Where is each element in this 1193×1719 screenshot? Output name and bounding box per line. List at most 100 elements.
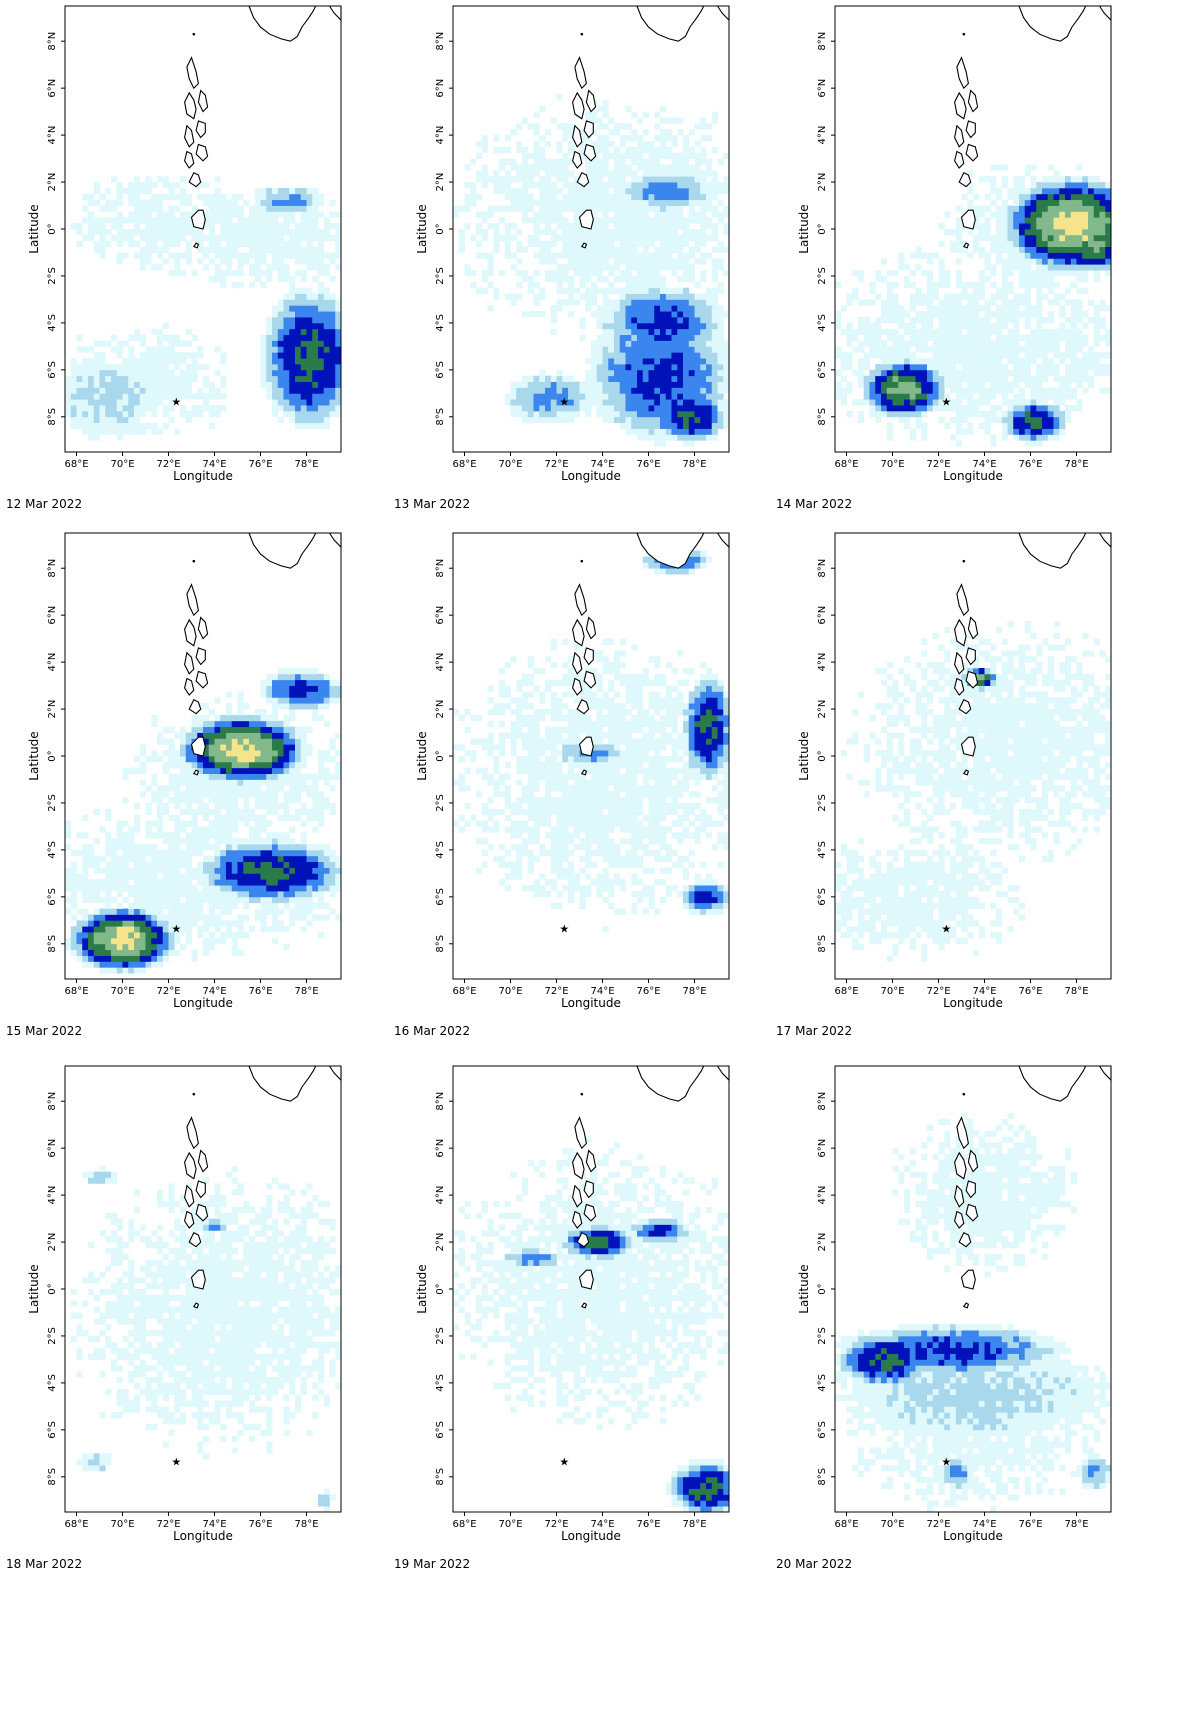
y-tick-label: 4°N	[435, 126, 446, 145]
heatmap-cell	[527, 416, 534, 424]
heatmap-cell	[191, 358, 198, 365]
heatmap-cell	[82, 814, 89, 821]
heatmap-cell	[226, 855, 233, 863]
heatmap-cell	[556, 140, 563, 148]
heatmap-cell	[226, 832, 233, 839]
heatmap-cell	[978, 234, 985, 242]
heatmap-cell	[875, 352, 882, 359]
heatmap-cell	[1093, 217, 1100, 224]
heatmap-cell	[162, 943, 169, 951]
heatmap-cell	[65, 879, 72, 886]
heatmap-cell	[504, 246, 511, 253]
heatmap-cell	[625, 293, 632, 300]
heatmap-cell	[1030, 211, 1037, 218]
heatmap-cell	[116, 955, 123, 962]
heatmap-cell	[1019, 410, 1026, 418]
heatmap-cell	[323, 410, 330, 418]
heatmap-cell	[539, 217, 546, 224]
heatmap-cell	[654, 193, 661, 201]
heatmap-cell	[220, 879, 227, 886]
heatmap-cell	[660, 352, 667, 359]
heatmap-cell	[295, 187, 302, 195]
heatmap-cell	[835, 281, 842, 289]
heatmap-cell	[840, 399, 847, 406]
heatmap-cell	[637, 135, 644, 142]
heatmap-cell	[266, 358, 273, 365]
heatmap-cell	[203, 767, 210, 775]
heatmap-cell	[619, 363, 626, 371]
heatmap-cell	[955, 229, 962, 236]
heatmap-cell	[944, 293, 951, 300]
heatmap-cell	[191, 785, 198, 792]
heatmap-cell	[591, 193, 598, 201]
heatmap-cell	[886, 405, 893, 412]
heatmap-cell	[220, 802, 227, 810]
heatmap-cell	[335, 358, 342, 365]
heatmap-cell	[306, 322, 313, 330]
heatmap-cell	[157, 252, 164, 259]
heatmap-cell	[711, 416, 718, 424]
heatmap-cell	[220, 217, 227, 224]
heatmap-cell	[99, 914, 106, 921]
heatmap-cell	[915, 328, 922, 336]
heatmap-cell	[1088, 234, 1095, 242]
heatmap-cell	[1047, 346, 1054, 353]
heatmap-cell	[585, 229, 592, 236]
heatmap-cell	[898, 387, 905, 394]
heatmap-cell	[596, 322, 603, 330]
heatmap-cell	[1001, 299, 1008, 306]
heatmap-cell	[76, 229, 83, 236]
heatmap-cell	[1036, 187, 1043, 195]
heatmap-cell	[111, 844, 118, 851]
heatmap-cell	[642, 182, 649, 189]
heatmap-cell	[550, 199, 557, 206]
heatmap-cell	[556, 158, 563, 165]
heatmap-cell	[476, 152, 483, 159]
heatmap-cell	[881, 363, 888, 371]
heatmap-cell	[493, 229, 500, 236]
heatmap-cell	[978, 293, 985, 300]
heatmap-cell	[510, 205, 517, 212]
heatmap-cell	[631, 146, 638, 154]
heatmap-cell	[660, 258, 667, 265]
heatmap-cell	[283, 369, 290, 377]
heatmap-cell	[596, 234, 603, 242]
heatmap-cell	[1042, 252, 1049, 259]
heatmap-cell	[973, 205, 980, 212]
heatmap-cell	[1065, 270, 1072, 277]
heatmap-cell	[323, 223, 330, 230]
heatmap-cell	[1065, 346, 1072, 353]
heatmap-cell	[168, 902, 175, 909]
heatmap-cell	[568, 311, 575, 318]
heatmap-cell	[573, 223, 580, 230]
heatmap-cell	[111, 838, 118, 845]
heatmap-cell	[157, 369, 164, 377]
heatmap-cell	[214, 275, 221, 283]
heatmap-cell	[157, 381, 164, 388]
heatmap-cell	[955, 428, 962, 435]
heatmap-cell	[1024, 440, 1031, 447]
heatmap-cell	[579, 199, 586, 206]
heatmap-cell	[688, 322, 695, 330]
heatmap-cell	[128, 890, 135, 898]
heatmap-cell	[499, 176, 506, 183]
heatmap-cell	[852, 270, 859, 277]
heatmap-cell	[300, 275, 307, 283]
heatmap-cell	[191, 714, 198, 722]
heatmap-cell	[185, 926, 192, 933]
heatmap-cell	[973, 340, 980, 347]
heatmap-cell	[237, 234, 244, 242]
y-tick-label: 2°S	[47, 267, 58, 285]
heatmap-cell	[1042, 352, 1049, 359]
heatmap-cell	[214, 797, 221, 804]
heatmap-cell	[254, 264, 261, 271]
heatmap-cell	[76, 375, 83, 382]
heatmap-cell	[631, 187, 638, 195]
heatmap-cell	[602, 340, 609, 347]
heatmap-cell	[329, 393, 336, 400]
heatmap-cell	[1007, 264, 1014, 271]
heatmap-cell	[545, 164, 552, 171]
heatmap-cell	[688, 199, 695, 206]
heatmap-cell	[938, 223, 945, 230]
heatmap-cell	[944, 352, 951, 359]
